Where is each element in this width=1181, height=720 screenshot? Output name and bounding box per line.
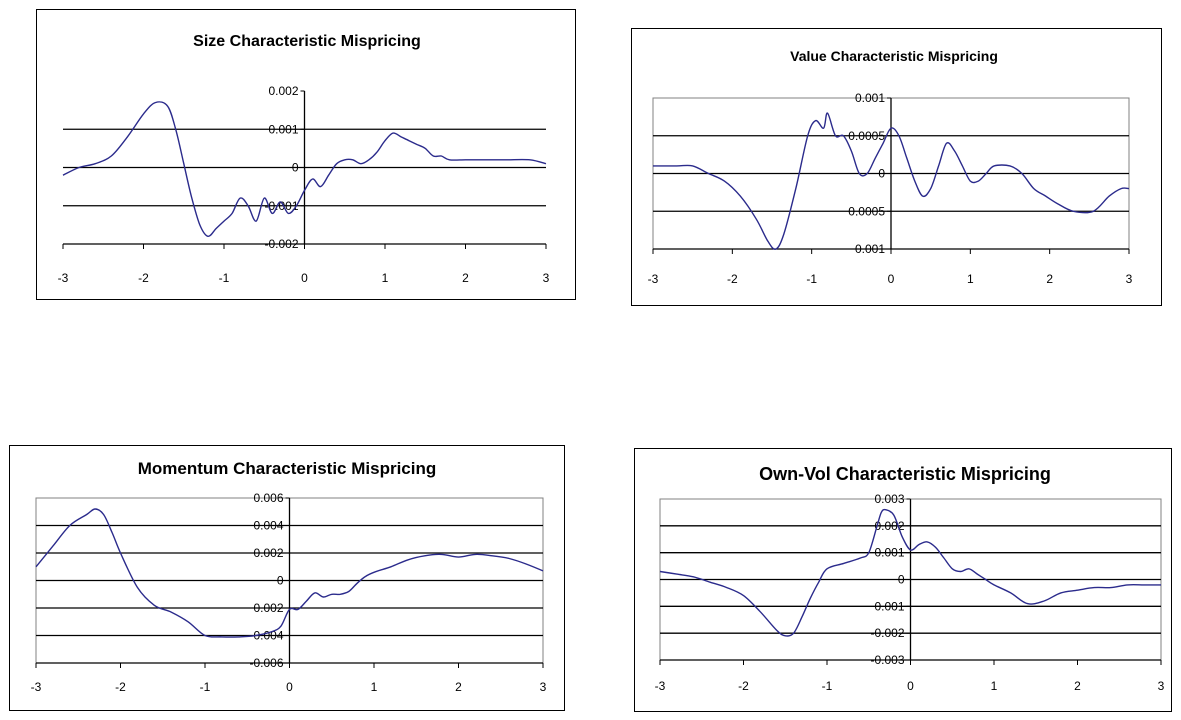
own-vol-y-tick-label: -0.002 [870,626,904,640]
own-vol-x-tick-label: 1 [991,679,998,693]
value-mispricing-chart: Value Characteristic Mispricing 0.001 0.00… [631,28,1162,306]
value-mispricing-svg: Value Characteristic Mispricing 0.001 0.00… [648,48,1133,286]
own-vol-mispricing-svg: Own-Vol Characteristic Mispricing 0.003 0.… [655,464,1165,693]
own-vol-y-tick-label: 0 [898,573,905,587]
value-x-tick-label: -2 [727,272,738,286]
value-y-tick-label: 0.001 [855,91,885,105]
size-y-tick-label: -0.001 [264,199,298,213]
size-y-tick-label: 0.002 [268,84,298,98]
size-mispricing-chart: Size Characteristic Mispricing 0.002 0.001… [36,9,576,300]
momentum-x-tick-label: 0 [286,680,293,694]
momentum-x-tick-label: -2 [115,680,126,694]
size-series-line [62,101,547,238]
own-vol-x-tick-label: 3 [1158,679,1165,693]
size-x-tick-label: -2 [138,271,149,285]
momentum-x-tick-label: 1 [371,680,378,694]
value-chart-title: Value Characteristic Mispricing [790,48,998,64]
momentum-y-tick-label: 0.004 [253,519,283,533]
own-vol-series-line [659,508,1161,637]
size-y-tick-label: 0 [292,161,299,175]
own-vol-y-tick-label: 0.001 [874,546,904,560]
own-vol-x-tick-label: -2 [738,679,749,693]
momentum-series-line [35,508,544,638]
momentum-y-tick-label: 0.002 [253,546,283,560]
momentum-y-tick-label: 0.006 [253,491,283,505]
size-x-tick-label: -3 [58,271,69,285]
own-vol-x-tick-label: -1 [822,679,833,693]
size-x-tick-label: 2 [462,271,469,285]
size-mispricing-svg: Size Characteristic Mispricing 0.002 0.001… [58,33,550,285]
value-x-tick-label: 1 [967,272,974,286]
momentum-y-tick-label: 0 [277,574,284,588]
own-vol-mispricing-chart: Own-Vol Characteristic Mispricing 0.003 0.… [634,448,1172,712]
size-chart-title: Size Characteristic Mispricing [193,33,421,50]
momentum-mispricing-svg: Momentum Characteristic Mispricing 0.006 0… [31,459,547,694]
size-x-tick-label: -1 [219,271,230,285]
value-x-tick-label: 3 [1126,272,1133,286]
own-vol-y-tick-label: 0.003 [874,492,904,506]
own-vol-x-tick-label: 2 [1074,679,1081,693]
value-x-tick-label: 2 [1046,272,1053,286]
size-y-tick-label: 0.001 [268,122,298,136]
own-vol-x-tick-label: 0 [907,679,914,693]
value-x-tick-label: -3 [648,272,659,286]
momentum-y-tick-label: 0.002 [253,601,283,615]
value-y-tick-label: 0 [878,167,885,181]
own-vol-x-tick-label: -3 [655,679,666,693]
size-x-tick-label: 3 [543,271,550,285]
momentum-x-tick-label: -3 [31,680,42,694]
value-y-tick-label: 0.0005 [848,129,885,143]
momentum-y-tick-label: 0.004 [253,629,283,643]
value-x-tick-label: 0 [888,272,895,286]
own-vol-y-tick-label: 0.001 [874,599,904,613]
own-vol-chart-title: Own-Vol Characteristic Mispricing [759,464,1051,484]
momentum-chart-title: Momentum Characteristic Mispricing [138,459,437,478]
value-series-line [653,112,1130,250]
size-x-tick-label: 0 [301,271,308,285]
momentum-x-tick-label: -1 [200,680,211,694]
momentum-x-tick-label: 2 [455,680,462,694]
size-x-tick-label: 1 [382,271,389,285]
momentum-mispricing-chart: Momentum Characteristic Mispricing 0.006 0… [9,445,565,711]
momentum-x-tick-label: 3 [540,680,547,694]
value-x-tick-label: -1 [806,272,817,286]
value-y-tick-label: 0.0005 [848,204,885,218]
